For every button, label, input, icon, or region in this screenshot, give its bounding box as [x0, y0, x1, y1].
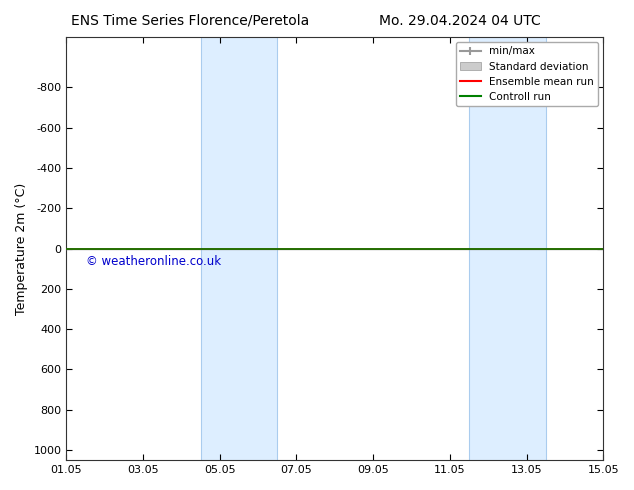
Text: ENS Time Series Florence/Peretola: ENS Time Series Florence/Peretola	[71, 14, 309, 28]
Y-axis label: Temperature 2m (°C): Temperature 2m (°C)	[15, 182, 28, 315]
Text: © weatheronline.co.uk: © weatheronline.co.uk	[86, 255, 221, 268]
Text: Mo. 29.04.2024 04 UTC: Mo. 29.04.2024 04 UTC	[378, 14, 541, 28]
Bar	[469, 37, 546, 460]
Legend: min/max, Standard deviation, Ensemble mean run, Controll run: min/max, Standard deviation, Ensemble me…	[456, 42, 598, 106]
Bar	[200, 37, 277, 460]
